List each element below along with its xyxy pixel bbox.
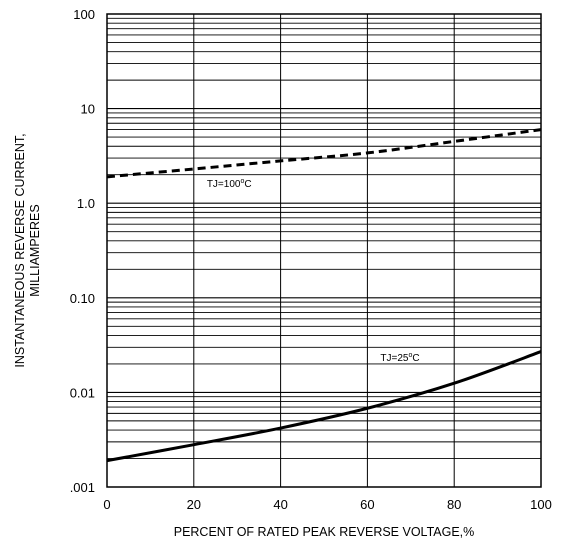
y-axis-label: INSTANTANEOUS REVERSE CURRENT, MILLIAMPE… xyxy=(13,133,42,367)
grid xyxy=(106,14,542,488)
series-label-tj-100-text: TJ=100 xyxy=(207,179,241,190)
y-tick-label: 0.10 xyxy=(70,291,95,306)
y-tick-label: 1.0 xyxy=(77,196,95,211)
series-layer xyxy=(106,128,542,463)
series-label-tj-25-degree: o xyxy=(408,352,412,359)
series-label-tj-25: TJ=25oC xyxy=(380,352,419,364)
y-axis-label-line-1: INSTANTANEOUS REVERSE CURRENT, xyxy=(13,133,27,367)
series-line-tj-100 xyxy=(106,128,542,179)
x-tick-label: 40 xyxy=(273,497,287,512)
series-label-tj-100-degree: o xyxy=(240,178,244,185)
series-line-tj-25 xyxy=(106,350,542,463)
y-tick-label: 100 xyxy=(73,7,95,22)
x-tick-label: 100 xyxy=(530,497,552,512)
plot-frame xyxy=(106,13,542,488)
y-tick-labels: .001 0.01 0.10 1.0 10 100 xyxy=(70,7,95,495)
x-tick-label: 80 xyxy=(447,497,461,512)
y-tick-label: 0.01 xyxy=(70,385,95,400)
series-label-tj-25-unit: C xyxy=(412,353,419,364)
series-label-tj-100: TJ=100oC xyxy=(207,178,252,190)
x-tick-label: 60 xyxy=(360,497,374,512)
y-tick-label: .001 xyxy=(70,480,95,495)
x-tick-label: 0 xyxy=(103,497,110,512)
x-tick-label: 20 xyxy=(187,497,201,512)
x-tick-labels: 0 20 40 60 80 100 xyxy=(103,497,551,512)
series-label-tj-100-unit: C xyxy=(244,179,251,190)
series-label-tj-25-text: TJ=25 xyxy=(380,353,409,364)
y-tick-label: 10 xyxy=(81,102,95,117)
x-axis-label: PERCENT OF RATED PEAK REVERSE VOLTAGE,% xyxy=(174,525,475,539)
y-axis-label-line-2: MILLIAMPERES xyxy=(28,204,42,296)
